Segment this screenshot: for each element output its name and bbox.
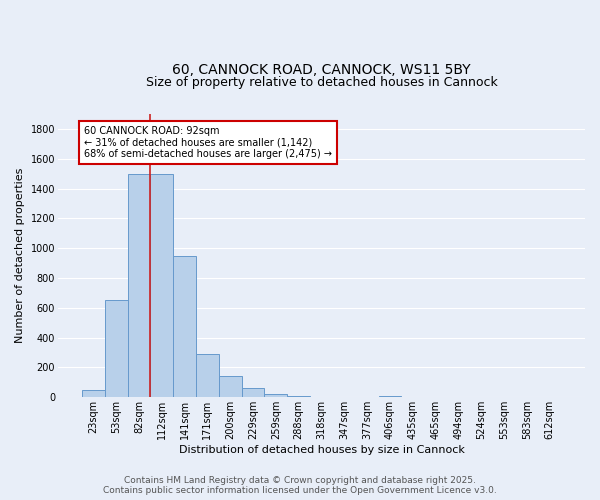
X-axis label: Distribution of detached houses by size in Cannock: Distribution of detached houses by size … [179,445,464,455]
Bar [265,394,287,398]
Bar [333,396,356,398]
Bar [310,396,333,398]
Text: Contains HM Land Registry data © Crown copyright and database right 2025.
Contai: Contains HM Land Registry data © Crown c… [103,476,497,495]
Bar [128,174,151,398]
Bar [242,388,265,398]
Text: 60 CANNOCK ROAD: 92sqm
← 31% of detached houses are smaller (1,142)
68% of semi-: 60 CANNOCK ROAD: 92sqm ← 31% of detached… [84,126,332,159]
Y-axis label: Number of detached properties: Number of detached properties [15,168,25,344]
Bar [173,256,196,398]
Bar [356,396,379,398]
Bar [105,300,128,398]
Title: Size of property relative to detached houses in Cannock: Size of property relative to detached ho… [146,76,497,90]
Text: 60, CANNOCK ROAD, CANNOCK, WS11 5BY: 60, CANNOCK ROAD, CANNOCK, WS11 5BY [172,63,471,77]
Bar [151,174,173,398]
Bar [287,396,310,398]
Bar [196,354,219,398]
Bar [82,390,105,398]
Bar [219,376,242,398]
Bar [379,396,401,398]
